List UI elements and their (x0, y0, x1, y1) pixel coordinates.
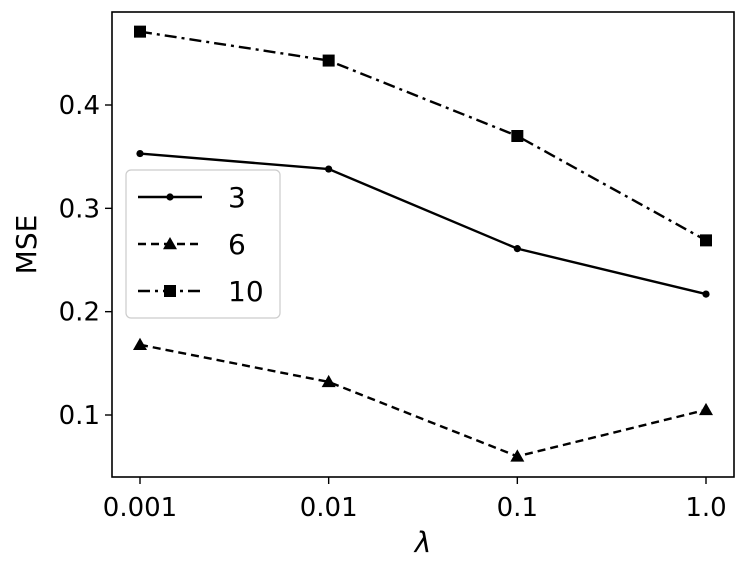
data-point (322, 54, 335, 67)
y-tick-label: 0.2 (59, 298, 100, 328)
y-tick-label: 0.4 (59, 91, 100, 121)
data-point (134, 25, 146, 38)
x-tick-label: 0.001 (103, 493, 177, 523)
legend-item-6: 6 (138, 228, 246, 261)
legend-marker (164, 285, 176, 297)
legend-label: 3 (228, 181, 246, 214)
data-point (511, 130, 524, 142)
data-point (702, 290, 710, 298)
data-point (513, 245, 521, 253)
data-point (700, 234, 712, 247)
series-layer (133, 25, 713, 462)
series-6 (133, 337, 713, 462)
series-line-10 (139, 30, 707, 242)
legend: 3 6 10 (125, 169, 281, 319)
data-point (133, 337, 147, 350)
data-point (699, 402, 713, 416)
legend-marker (166, 193, 174, 201)
legend-item-10: 10 (138, 275, 264, 308)
x-tick-label: 0.1 (497, 493, 538, 523)
legend-marker (163, 237, 177, 250)
data-point (325, 165, 333, 173)
x-axis-ticks: 0.001 0.01 0.1 1.0 (103, 477, 727, 523)
data-point (136, 149, 144, 158)
data-point (321, 374, 336, 388)
x-tick-label: 1.0 (685, 493, 726, 523)
legend-item-3: 3 (138, 181, 246, 214)
data-point (510, 449, 525, 462)
y-axis-label: MSE (10, 215, 43, 275)
y-axis-ticks: 0.1 0.2 0.3 0.4 (59, 91, 112, 431)
x-axis-label: λ (413, 526, 432, 559)
series-3 (136, 149, 710, 298)
series-line-3 (139, 152, 707, 296)
series-line-6 (139, 343, 707, 458)
legend-label: 6 (228, 228, 246, 261)
y-tick-label: 0.3 (59, 194, 100, 224)
legend-label: 10 (228, 275, 264, 308)
series-10 (134, 25, 712, 247)
legend-box (125, 169, 281, 319)
plot-frame (111, 11, 735, 478)
x-tick-label: 0.01 (300, 493, 358, 523)
y-tick-label: 0.1 (59, 401, 100, 431)
